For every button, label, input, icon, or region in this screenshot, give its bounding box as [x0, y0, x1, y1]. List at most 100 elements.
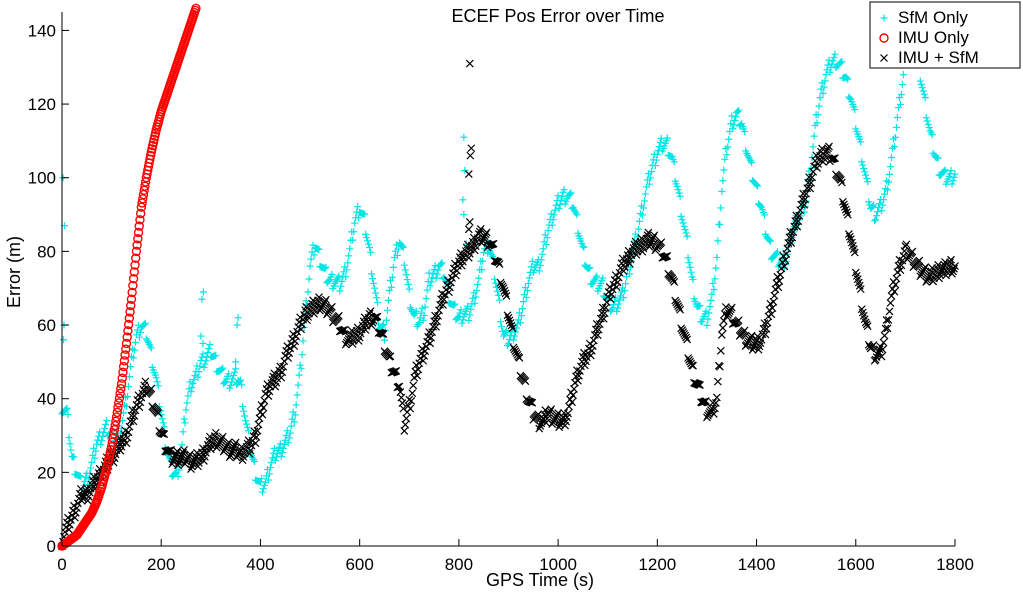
y-tick-label: 140: [28, 21, 56, 40]
series-sfm-only: [58, 45, 959, 498]
data-point: [187, 465, 195, 473]
data-point: [127, 287, 137, 298]
data-point: [620, 294, 628, 302]
data-point: [114, 393, 125, 403]
data-point: [650, 231, 659, 240]
data-point: [479, 257, 487, 265]
data-point: [651, 162, 659, 170]
data-point: [383, 306, 391, 314]
data-point: [274, 446, 282, 454]
data-point: [635, 217, 643, 225]
data-point: [226, 451, 235, 460]
data-point: [426, 282, 434, 290]
data-point: [851, 106, 859, 114]
data-point: [350, 228, 358, 236]
data-point: [762, 324, 771, 333]
data-point: [922, 278, 931, 286]
data-point: [457, 306, 465, 314]
outlier-point: [464, 225, 473, 234]
data-point: [687, 268, 695, 276]
data-point: [950, 264, 958, 273]
data-point: [647, 237, 656, 246]
data-point: [103, 416, 111, 424]
data-point: [550, 211, 558, 219]
data-point: [684, 354, 693, 362]
data-point: [744, 337, 753, 346]
data-point: [82, 473, 90, 481]
outlier-point: [460, 133, 468, 141]
data-point: [792, 211, 801, 220]
data-point: [286, 429, 294, 437]
data-point: [299, 337, 307, 345]
data-point: [232, 365, 240, 373]
data-point: [875, 204, 883, 212]
data-point: [423, 286, 431, 294]
data-point: [501, 289, 510, 298]
data-point: [536, 261, 544, 269]
data-point: [372, 289, 380, 297]
data-point: [891, 280, 900, 289]
data-point: [408, 389, 417, 398]
data-point: [702, 307, 710, 315]
data-point: [707, 296, 715, 304]
data-point: [181, 460, 189, 468]
data-point: [419, 356, 428, 365]
data-point: [552, 201, 560, 209]
data-point: [368, 318, 377, 327]
data-point: [445, 288, 453, 297]
data-point: [402, 414, 411, 423]
data-point: [924, 120, 932, 128]
data-point: [469, 294, 477, 302]
data-point: [846, 94, 854, 102]
data-point: [524, 279, 532, 287]
data-point: [346, 245, 354, 253]
data-point: [296, 361, 304, 369]
data-point: [134, 221, 144, 231]
data-point: [904, 253, 913, 262]
data-point: [182, 406, 190, 414]
outlier-point: [234, 314, 242, 322]
data-point: [677, 212, 685, 220]
data-point: [525, 274, 533, 282]
data-point: [302, 297, 310, 305]
data-point: [670, 158, 678, 166]
x-tick-label: 1400: [738, 555, 776, 574]
outlier-point: [233, 321, 241, 329]
data-point: [869, 202, 877, 210]
data-point: [128, 280, 138, 291]
data-point: [158, 415, 166, 423]
data-point: [230, 371, 238, 379]
data-point: [723, 310, 732, 319]
data-point: [201, 360, 209, 368]
data-point: [116, 383, 126, 394]
data-point: [81, 477, 89, 485]
data-point: [65, 525, 73, 534]
data-point: [271, 456, 279, 464]
data-point: [405, 285, 413, 293]
data-point: [365, 240, 373, 248]
data-point: [250, 427, 259, 436]
data-point: [338, 277, 346, 285]
data-point: [899, 71, 907, 79]
data-point: [113, 398, 124, 408]
data-point: [643, 231, 652, 240]
data-point: [234, 449, 243, 458]
data-point: [112, 407, 122, 418]
data-point: [190, 376, 198, 384]
data-point: [703, 321, 711, 329]
data-point: [521, 377, 530, 386]
data-point: [675, 303, 684, 312]
data-point: [858, 158, 866, 166]
data-point: [621, 287, 629, 295]
data-point: [194, 373, 202, 381]
data-point: [951, 170, 959, 178]
data-point: [459, 316, 467, 324]
outlier-point: [198, 295, 206, 303]
y-tick-label: 40: [37, 390, 56, 409]
data-point: [760, 211, 768, 219]
data-point: [713, 253, 721, 261]
data-point: [727, 120, 735, 128]
data-point: [174, 461, 183, 470]
data-point: [382, 316, 390, 324]
